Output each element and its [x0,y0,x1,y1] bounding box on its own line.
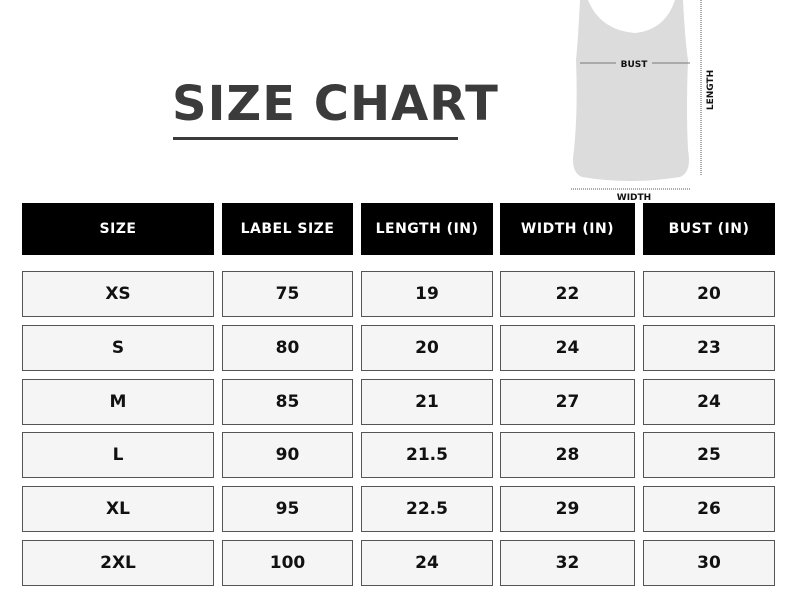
title-underline [173,137,458,140]
table-cell: 21 [361,379,493,425]
table-cell: XS [22,271,214,317]
column-header: SIZE [22,203,214,255]
table-cell: 26 [643,486,775,532]
column-header: WIDTH (IN) [500,203,635,255]
column-header: BUST (IN) [643,203,775,255]
bust-label: BUST [621,60,649,70]
table-cell: 22.5 [361,486,493,532]
column-header: LABEL SIZE [222,203,353,255]
table-cell: 2XL [22,540,214,586]
table-cell: 24 [361,540,493,586]
table-cell: 90 [222,432,353,478]
length-label: LENGTH [706,70,716,110]
table-cell: 30 [643,540,775,586]
table-cell: 75 [222,271,353,317]
table-cell: 25 [643,432,775,478]
page-title: SIZE CHART [172,76,499,132]
table-cell: 20 [643,271,775,317]
table-cell: 20 [361,325,493,371]
table-cell: 80 [222,325,353,371]
table-cell: 27 [500,379,635,425]
table-cell: 32 [500,540,635,586]
table-cell: 29 [500,486,635,532]
table-cell: S [22,325,214,371]
column-header: LENGTH (IN) [361,203,493,255]
table-cell: 23 [643,325,775,371]
table-cell: 100 [222,540,353,586]
table-cell: 28 [500,432,635,478]
table-cell: 19 [361,271,493,317]
table-cell: XL [22,486,214,532]
table-cell: 85 [222,379,353,425]
table-cell: 95 [222,486,353,532]
width-label: WIDTH [617,193,651,203]
tank-top-diagram: BUST LENGTH WIDTH [571,0,716,203]
table-cell: L [22,432,214,478]
table-cell: 21.5 [361,432,493,478]
table-cell: 24 [643,379,775,425]
table-cell: 22 [500,271,635,317]
table-cell: M [22,379,214,425]
table-cell: 24 [500,325,635,371]
